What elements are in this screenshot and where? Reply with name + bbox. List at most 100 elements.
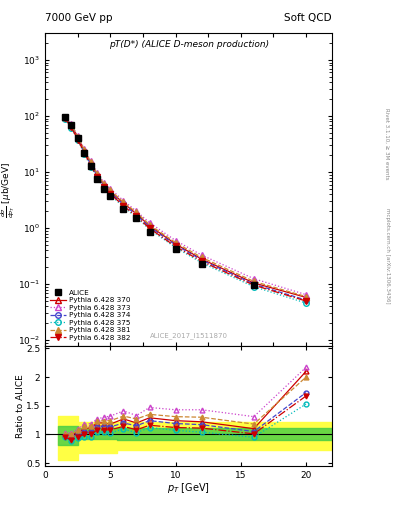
Pythia 6.428 373: [88, 158, 93, 164]
Pythia 6.428 381: [304, 293, 309, 300]
Pythia 6.428 373: [101, 180, 106, 186]
Pythia 6.428 381: [95, 171, 100, 177]
Line: ALICE: ALICE: [62, 114, 257, 288]
ALICE: [108, 193, 113, 199]
ALICE: [95, 176, 100, 182]
ALICE: [134, 215, 139, 221]
Pythia 6.428 381: [82, 147, 87, 153]
Pythia 6.428 374: [62, 115, 67, 121]
Pythia 6.428 370: [75, 134, 80, 140]
Text: 7000 GeV pp: 7000 GeV pp: [45, 13, 113, 23]
Legend: ALICE, Pythia 6.428 370, Pythia 6.428 373, Pythia 6.428 374, Pythia 6.428 375, P: ALICE, Pythia 6.428 370, Pythia 6.428 37…: [49, 288, 132, 342]
Pythia 6.428 370: [173, 241, 178, 247]
Text: ALICE_2017_I1511870: ALICE_2017_I1511870: [150, 333, 228, 339]
Y-axis label: Ratio to ALICE: Ratio to ALICE: [16, 374, 25, 438]
Pythia 6.428 382: [199, 258, 204, 264]
ALICE: [75, 135, 80, 141]
Line: Pythia 6.428 373: Pythia 6.428 373: [62, 114, 309, 297]
Pythia 6.428 375: [304, 300, 309, 306]
Pythia 6.428 381: [88, 159, 93, 165]
Pythia 6.428 370: [82, 147, 87, 154]
Pythia 6.428 370: [88, 160, 93, 166]
Pythia 6.428 374: [75, 135, 80, 141]
Pythia 6.428 370: [69, 122, 73, 129]
Pythia 6.428 373: [252, 275, 256, 282]
Line: Pythia 6.428 374: Pythia 6.428 374: [62, 115, 309, 303]
ALICE: [252, 282, 256, 288]
Pythia 6.428 382: [101, 184, 106, 190]
Pythia 6.428 374: [82, 149, 87, 155]
Pythia 6.428 381: [108, 187, 113, 194]
Line: Pythia 6.428 370: Pythia 6.428 370: [62, 115, 309, 300]
Pythia 6.428 373: [147, 220, 152, 226]
Pythia 6.428 382: [121, 203, 126, 209]
Pythia 6.428 381: [101, 181, 106, 187]
Pythia 6.428 375: [75, 137, 80, 143]
Pythia 6.428 382: [134, 214, 139, 220]
ALICE: [147, 229, 152, 235]
X-axis label: $p_T$ [GeV]: $p_T$ [GeV]: [167, 481, 210, 495]
Text: pT(D*) (ALICE D-meson production): pT(D*) (ALICE D-meson production): [108, 39, 269, 49]
Pythia 6.428 370: [62, 114, 67, 120]
Pythia 6.428 382: [304, 298, 309, 304]
Line: Pythia 6.428 382: Pythia 6.428 382: [62, 116, 309, 304]
Pythia 6.428 375: [101, 185, 106, 191]
ALICE: [69, 122, 73, 128]
Pythia 6.428 374: [121, 201, 126, 207]
ALICE: [121, 206, 126, 212]
Pythia 6.428 381: [121, 199, 126, 205]
Pythia 6.428 381: [199, 254, 204, 261]
ALICE: [82, 150, 87, 156]
Pythia 6.428 373: [95, 170, 100, 177]
Pythia 6.428 375: [147, 226, 152, 232]
Pythia 6.428 381: [69, 122, 73, 128]
Pythia 6.428 375: [121, 204, 126, 210]
Pythia 6.428 375: [62, 116, 67, 122]
Pythia 6.428 373: [134, 208, 139, 215]
Pythia 6.428 382: [69, 124, 73, 131]
ALICE: [88, 163, 93, 169]
Pythia 6.428 370: [134, 211, 139, 217]
Pythia 6.428 373: [304, 291, 309, 297]
ALICE: [173, 246, 178, 252]
Y-axis label: $\frac{d\sigma}{dp_T}$ [$\mu$b/GeV]: $\frac{d\sigma}{dp_T}$ [$\mu$b/GeV]: [0, 161, 17, 218]
Pythia 6.428 370: [199, 256, 204, 262]
Pythia 6.428 374: [101, 183, 106, 189]
Pythia 6.428 373: [121, 198, 126, 204]
Pythia 6.428 373: [69, 121, 73, 127]
Pythia 6.428 382: [88, 163, 93, 169]
Pythia 6.428 374: [69, 123, 73, 129]
Line: Pythia 6.428 381: Pythia 6.428 381: [62, 114, 309, 300]
Pythia 6.428 374: [173, 242, 178, 248]
Pythia 6.428 375: [82, 151, 87, 157]
Pythia 6.428 375: [88, 163, 93, 169]
Pythia 6.428 374: [95, 173, 100, 179]
ALICE: [101, 186, 106, 192]
Text: Soft QCD: Soft QCD: [285, 13, 332, 23]
ALICE: [199, 261, 204, 267]
Pythia 6.428 374: [252, 281, 256, 287]
Pythia 6.428 382: [95, 174, 100, 180]
Pythia 6.428 370: [147, 223, 152, 229]
ALICE: [62, 114, 67, 120]
Pythia 6.428 374: [134, 212, 139, 218]
Pythia 6.428 374: [199, 257, 204, 263]
Pythia 6.428 370: [304, 294, 309, 301]
Pythia 6.428 381: [252, 279, 256, 285]
Pythia 6.428 370: [108, 188, 113, 195]
Pythia 6.428 370: [101, 181, 106, 187]
Pythia 6.428 382: [252, 282, 256, 288]
Pythia 6.428 375: [199, 260, 204, 266]
Pythia 6.428 374: [304, 297, 309, 303]
Pythia 6.428 370: [95, 172, 100, 178]
Pythia 6.428 381: [173, 240, 178, 246]
Pythia 6.428 382: [173, 243, 178, 249]
Line: Pythia 6.428 375: Pythia 6.428 375: [62, 116, 309, 306]
Pythia 6.428 374: [108, 189, 113, 196]
Pythia 6.428 381: [134, 209, 139, 216]
Pythia 6.428 382: [82, 150, 87, 156]
Pythia 6.428 382: [75, 137, 80, 143]
Pythia 6.428 382: [147, 225, 152, 231]
Pythia 6.428 381: [147, 222, 152, 228]
Pythia 6.428 373: [173, 238, 178, 244]
